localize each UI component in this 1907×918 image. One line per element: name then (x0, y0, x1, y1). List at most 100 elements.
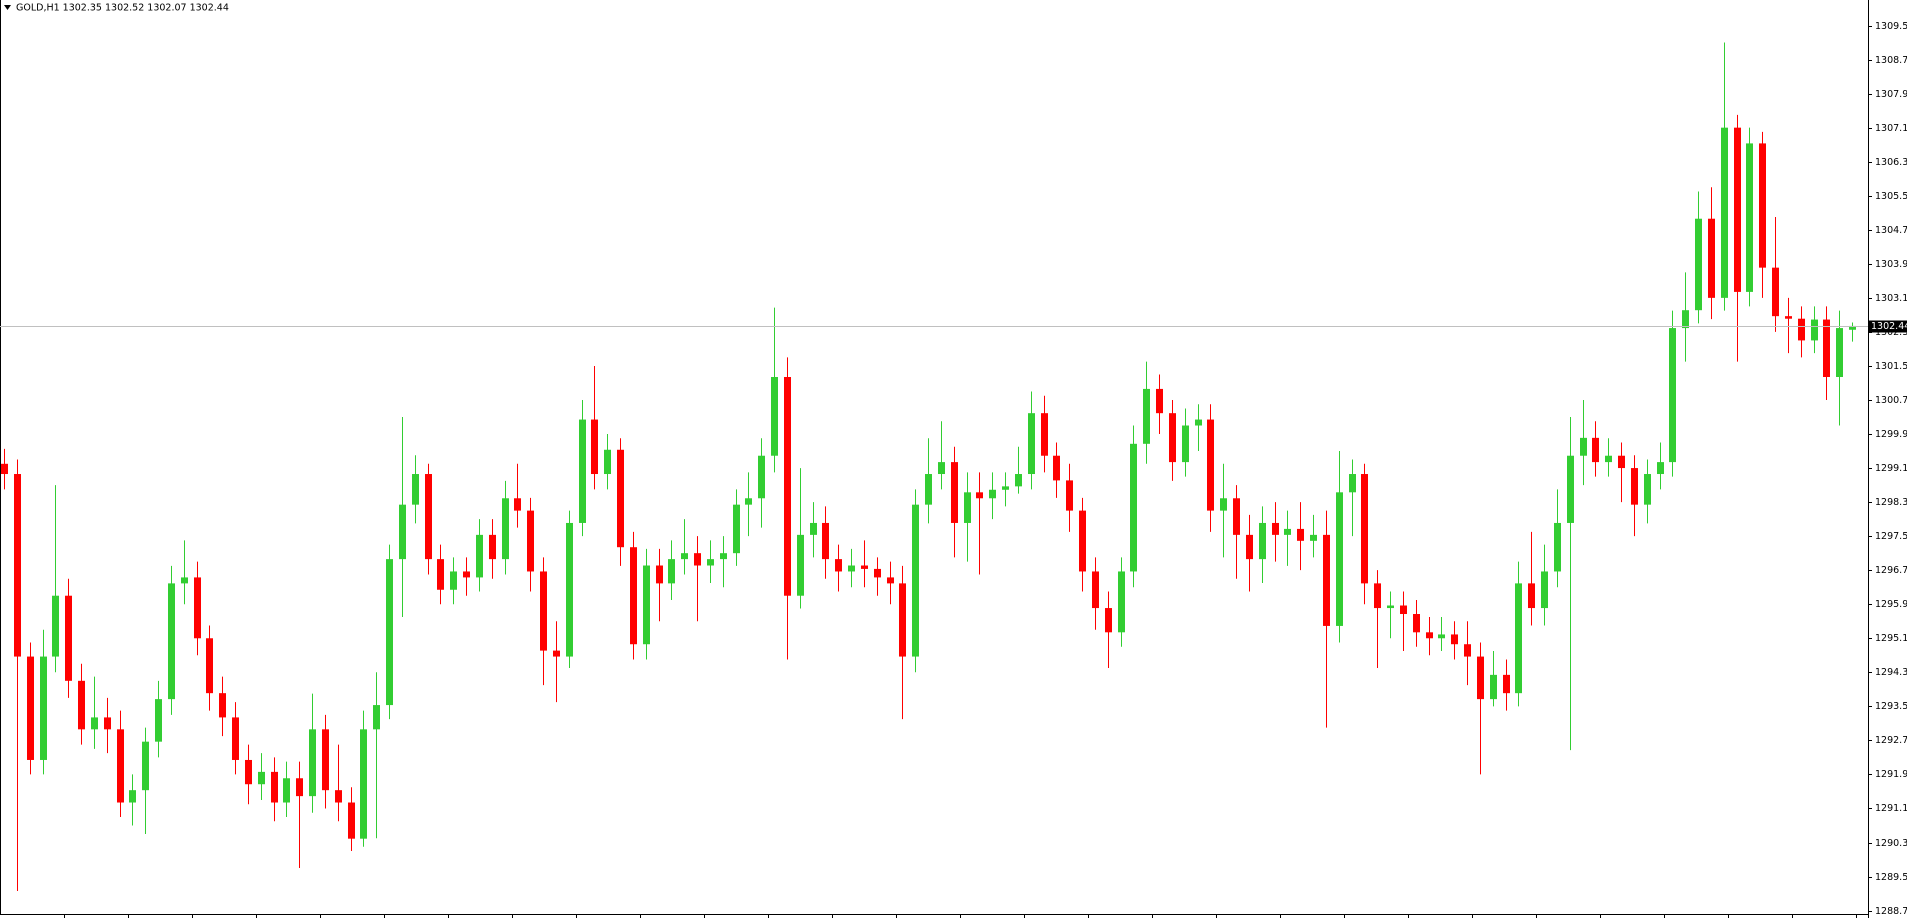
candle-body (425, 474, 432, 560)
candle-body (296, 778, 303, 797)
candle-body (168, 583, 175, 700)
candle-body (1823, 319, 1830, 378)
candle-body (1130, 443, 1137, 572)
candle-body (1118, 571, 1125, 633)
candle-body (784, 377, 791, 596)
y-tick-label: 1309.5 (1875, 21, 1907, 32)
y-tick-label: 1289.5 (1875, 872, 1907, 883)
candle-body (40, 656, 47, 760)
candle-body (527, 510, 534, 572)
candle-body (1503, 674, 1510, 694)
menu-triangle[interactable] (4, 5, 11, 10)
candle-body (1387, 605, 1394, 609)
candle-body (309, 729, 316, 797)
y-tick-label: 1303.9 (1875, 259, 1907, 270)
candle-body (1592, 437, 1599, 463)
y-tick-label: 1307.9 (1875, 89, 1907, 100)
candle-body (1490, 674, 1497, 700)
candle-body (1066, 480, 1073, 511)
y-tick-label: 1299.9 (1875, 429, 1907, 440)
candle-body (566, 522, 573, 657)
candle-body (925, 474, 932, 505)
candle-body (1041, 413, 1048, 456)
candle-body (399, 504, 406, 560)
candle-body (1400, 605, 1407, 615)
candle-body (553, 650, 560, 657)
candle-body (14, 474, 21, 657)
candle-body (283, 778, 290, 803)
candle-body (1143, 388, 1150, 444)
candle-body (514, 498, 521, 511)
candle-body (976, 492, 983, 499)
y-tick-label: 1303.1 (1875, 293, 1907, 304)
y-tick-label: 1306.3 (1875, 157, 1907, 168)
candle-body (707, 559, 714, 566)
candle-body (1541, 571, 1548, 609)
y-tick-label: 1295.9 (1875, 599, 1907, 610)
candle-body (1721, 127, 1728, 298)
candle-body (1759, 143, 1766, 268)
candle-body (1374, 583, 1381, 609)
candle-body (643, 565, 650, 645)
candle-body (745, 498, 752, 505)
candle-body (1708, 218, 1715, 298)
candle-body (1554, 522, 1561, 572)
candle-body (386, 559, 393, 706)
candle-body (258, 771, 265, 785)
candle-body (245, 759, 252, 785)
candle-body (1798, 318, 1805, 341)
candle-body (78, 680, 85, 730)
candle-body (1515, 583, 1522, 694)
y-tick-label: 1297.5 (1875, 531, 1907, 542)
candle-body (1169, 413, 1176, 463)
candle-body (27, 656, 34, 760)
chart-title: GOLD,H1 1302.35 1302.52 1302.07 1302.44 (16, 3, 229, 14)
candle-body (194, 577, 201, 639)
y-tick-label: 1291.9 (1875, 769, 1907, 780)
candle-body (758, 455, 765, 499)
candle-body (912, 504, 919, 657)
y-tick-label: 1301.5 (1875, 361, 1907, 372)
candle-body (1413, 614, 1420, 633)
y-tick-label: 1307.1 (1875, 123, 1907, 134)
candle-body (373, 705, 380, 730)
candle-body (630, 547, 637, 645)
candle-body (861, 565, 868, 569)
candle-body (1182, 425, 1189, 463)
candle-body (951, 462, 958, 523)
candle-body (219, 693, 226, 718)
y-tick-label: 1292.7 (1875, 735, 1907, 746)
candle-body (412, 474, 419, 505)
candle-body (502, 498, 509, 560)
candle-body (1849, 325, 1856, 330)
candle-body (848, 565, 855, 572)
candle-body (887, 577, 894, 584)
y-tick-label: 1296.7 (1875, 565, 1907, 576)
y-tick-label: 1288.7 (1875, 906, 1907, 917)
candle-body (1259, 522, 1266, 560)
y-tick-label: 1300.7 (1875, 395, 1907, 406)
y-tick-label: 1290.3 (1875, 838, 1907, 849)
candle-body (1644, 474, 1651, 505)
candle-body (579, 419, 586, 523)
candle-body (1297, 528, 1304, 541)
candle-body (1657, 462, 1664, 475)
candle-body (1734, 127, 1741, 292)
candle-body (1, 463, 8, 475)
candle-body (65, 595, 72, 681)
candle-body (1220, 498, 1227, 511)
candle-body (989, 489, 996, 499)
candle-body (1605, 455, 1612, 463)
candle-body (271, 771, 278, 803)
candle-body (797, 534, 804, 596)
y-tick-label: 1305.5 (1875, 191, 1907, 202)
y-tick-label: 1291.1 (1875, 803, 1907, 814)
candle-body (1785, 316, 1792, 319)
candle-body (1053, 455, 1060, 481)
candle-body (1682, 310, 1689, 329)
candle-body (1156, 388, 1163, 414)
candle-body (1631, 468, 1638, 505)
candle-body (1426, 632, 1433, 639)
